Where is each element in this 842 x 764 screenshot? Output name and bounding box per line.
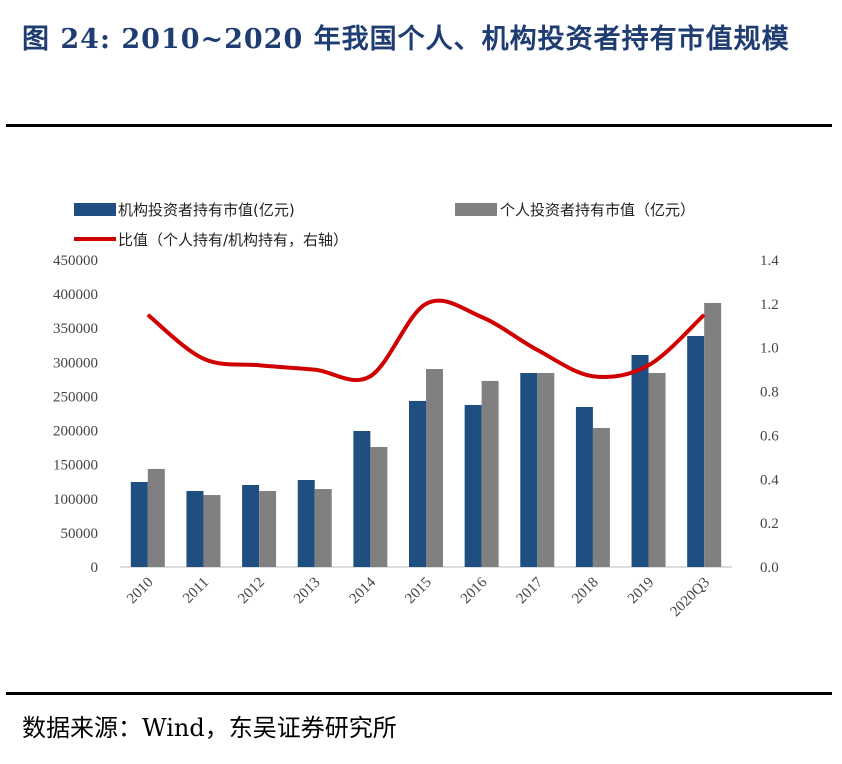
bar-individual: [259, 491, 277, 567]
bar-individual: [203, 495, 221, 567]
legend-swatch-institutional: [74, 203, 116, 216]
y-right-tick-label: 0.6: [760, 428, 779, 444]
y-left-tick-label: 300000: [53, 355, 98, 371]
legend-label-individual: 个人投资者持有市值（亿元）: [500, 201, 695, 219]
x-tick-label: 2013: [291, 575, 324, 608]
y-left-tick-label: 450000: [53, 253, 98, 269]
bar-institutional: [520, 372, 538, 567]
y-left-tick-label: 400000: [53, 287, 98, 303]
y-right-tick-label: 1.4: [760, 253, 779, 269]
bar-individual: [426, 369, 443, 567]
bar-individual: [147, 468, 165, 567]
y-left-tick-label: 200000: [53, 424, 98, 440]
bottom-rule: [6, 692, 832, 695]
y-right-tick-label: 0.8: [760, 385, 779, 401]
x-tick-label: 2018: [569, 575, 602, 608]
y-right-tick-label: 1.2: [760, 297, 779, 313]
legend-label-ratio: 比值（个人持有/机构持有，右轴）: [118, 231, 348, 249]
y-left-tick-label: 250000: [53, 389, 98, 405]
bar-individual: [370, 446, 388, 567]
x-tick-label: 2016: [458, 574, 491, 607]
bar-individual: [314, 489, 332, 567]
legend-label-institutional: 机构投资者持有市值(亿元): [118, 201, 295, 219]
y-left-tick-label: 100000: [53, 492, 98, 508]
legend-swatch-individual: [455, 203, 497, 216]
x-tick-label: 2011: [180, 575, 212, 607]
y-right-tick-label: 1.0: [760, 341, 779, 357]
bar-individual: [592, 427, 610, 567]
bar-institutional: [353, 430, 371, 567]
top-rule: [6, 124, 832, 127]
y-left-tick-label: 50000: [61, 526, 99, 542]
ratio-line: [146, 298, 706, 383]
x-tick-label: 2014: [347, 574, 380, 607]
bar-institutional: [409, 400, 426, 567]
x-tick-label: 2012: [235, 575, 268, 608]
bar-institutional: [464, 404, 482, 567]
y-left-tick-label: 350000: [53, 321, 98, 337]
bar-institutional: [186, 491, 204, 567]
bar-institutional: [631, 354, 649, 567]
bar-institutional: [130, 481, 148, 567]
y-left-tick-label: 0: [91, 560, 99, 576]
figure-title: 图 24: 2010~2020 年我国个人、机构投资者持有市值规模: [22, 24, 790, 55]
y-left-tick-label: 150000: [53, 458, 98, 474]
y-right-tick-label: 0.4: [760, 472, 779, 488]
bar-institutional: [575, 406, 593, 567]
source-note: 数据来源：Wind，东吴证券研究所: [22, 714, 397, 742]
bar-individual: [537, 372, 555, 567]
y-right-tick-label: 0.0: [760, 560, 779, 576]
x-tick-label: 2017: [514, 574, 547, 607]
bar-individual: [481, 380, 499, 567]
x-tick-label: 2019: [625, 575, 658, 608]
bar-individual: [648, 372, 666, 567]
bar-institutional: [687, 335, 705, 567]
y-right-tick-label: 0.2: [760, 516, 779, 532]
x-tick-label: 2020Q3: [668, 575, 713, 620]
bar-individual: [704, 302, 722, 567]
bar-institutional: [297, 480, 315, 567]
x-tick-label: 2015: [402, 575, 435, 608]
x-tick-label: 2010: [124, 575, 157, 608]
bar-institutional: [242, 484, 260, 567]
